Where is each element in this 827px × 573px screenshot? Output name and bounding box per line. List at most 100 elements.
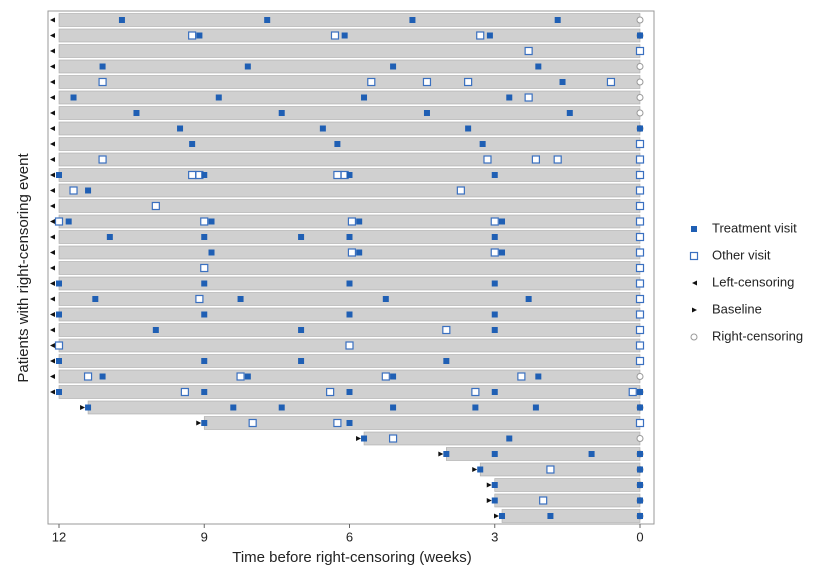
treatment-visit — [499, 513, 506, 519]
other-visit — [635, 232, 645, 242]
treatment-visit — [237, 296, 244, 302]
baseline — [438, 451, 444, 457]
patient-bar — [494, 493, 641, 508]
patient-bar — [58, 121, 641, 136]
treatment-visit — [99, 373, 106, 380]
treatment-visit — [341, 32, 348, 39]
other-visit — [490, 217, 499, 226]
treatment-visit — [409, 17, 416, 23]
treatment-visit — [491, 234, 498, 240]
treatment-visit — [472, 404, 479, 411]
treatment-visit — [346, 172, 353, 178]
x-axis-label: Time before right-censoring (weeks) — [232, 549, 472, 566]
treatment-visit — [491, 482, 498, 488]
treatment-visit — [479, 141, 486, 147]
treatment-visit — [56, 358, 62, 364]
other-visit — [98, 77, 107, 87]
other-visit — [442, 325, 451, 335]
treatment-visit — [201, 234, 208, 240]
other-visit — [635, 294, 645, 304]
left-censoring — [50, 374, 55, 379]
left-censoring — [50, 110, 55, 116]
treatment-visit — [477, 466, 484, 473]
treatment-visit — [85, 187, 92, 194]
right-censoring — [636, 94, 644, 101]
treatment-visit — [177, 125, 184, 132]
other-visit — [333, 418, 342, 428]
y-axis-label: Patients with right-censoring event — [15, 153, 32, 383]
baseline — [494, 513, 500, 519]
treatment-visit — [390, 373, 397, 380]
left-censoring — [50, 64, 55, 69]
patient-bar — [58, 13, 641, 27]
treatment-visit — [356, 218, 363, 225]
patient-bar — [58, 323, 641, 337]
patient-bar — [58, 90, 641, 105]
left-censoring — [50, 219, 55, 224]
patient-bar — [58, 106, 641, 120]
other-visit — [388, 434, 398, 443]
treatment-visit — [390, 404, 397, 411]
left-censoring — [50, 281, 55, 286]
patient-bar — [58, 28, 641, 43]
treatment-visit — [637, 497, 643, 504]
other-visit — [524, 46, 533, 56]
treatment-visit — [637, 389, 643, 395]
x-tick-label: 9 — [201, 529, 208, 544]
treatment-visit — [298, 358, 305, 364]
left-censoring — [50, 343, 55, 348]
baseline — [486, 498, 492, 503]
treatment-visit — [532, 404, 539, 411]
treatment-visit — [506, 94, 513, 101]
left-censoring — [50, 141, 55, 147]
treatment-visit — [201, 311, 208, 318]
legend-marker — [692, 307, 697, 313]
treatment-visit — [215, 94, 222, 101]
left-censoring — [50, 95, 55, 100]
patient-bar — [58, 59, 641, 74]
treatment-visit — [65, 218, 72, 225]
other-visit — [635, 356, 645, 366]
treatment-visit — [278, 404, 285, 411]
other-visit — [367, 77, 376, 87]
treatment-visit — [92, 296, 99, 302]
left-censoring — [50, 172, 55, 178]
left-censoring — [50, 79, 55, 85]
treatment-visit — [201, 172, 208, 178]
treatment-visit — [201, 389, 208, 395]
treatment-visit — [637, 404, 643, 411]
treatment-visit — [118, 17, 125, 23]
treatment-visit — [244, 373, 251, 380]
left-censoring — [50, 358, 55, 364]
other-visit — [54, 341, 64, 350]
treatment-visit — [208, 218, 215, 225]
treatment-visit — [559, 79, 566, 85]
legend-marker — [690, 333, 698, 341]
treatment-visit — [443, 358, 450, 364]
left-censoring — [50, 126, 55, 131]
other-visit — [539, 496, 548, 505]
treatment-visit — [189, 141, 196, 147]
treatment-visit — [637, 513, 643, 519]
left-censoring — [50, 203, 55, 209]
left-censoring — [50, 157, 55, 162]
other-visit — [635, 217, 645, 226]
right-censoring — [636, 63, 644, 70]
other-visit — [422, 77, 432, 87]
other-visit — [381, 372, 390, 381]
treatment-visit — [566, 110, 573, 116]
other-visit — [456, 186, 465, 195]
other-visit — [236, 372, 245, 381]
treatment-visit — [535, 373, 542, 380]
other-visit — [476, 31, 485, 40]
other-visit — [635, 248, 645, 257]
left-censoring — [50, 312, 55, 317]
treatment-visit — [201, 280, 208, 287]
other-visit — [483, 155, 492, 164]
treatment-visit — [196, 32, 203, 39]
patient-bar — [446, 447, 641, 461]
patient-bar — [58, 292, 641, 306]
treatment-visit — [278, 110, 285, 116]
patient-bar — [87, 400, 641, 415]
treatment-visit — [588, 451, 595, 457]
